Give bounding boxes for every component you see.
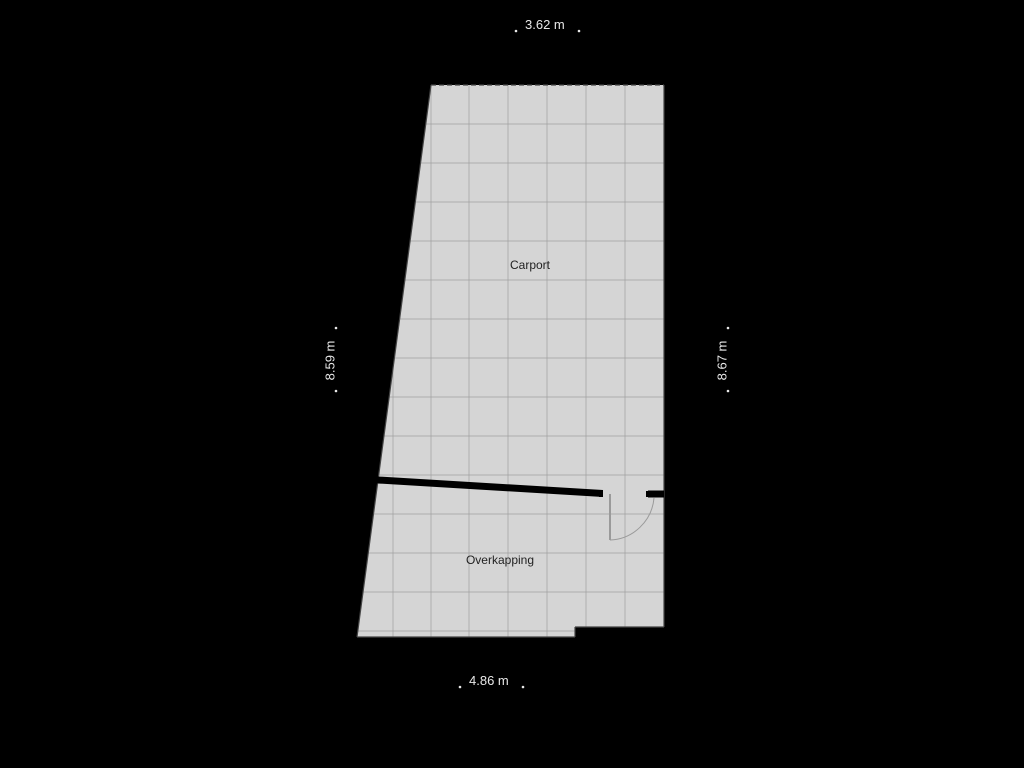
floorplan-svg xyxy=(0,0,1024,768)
dim-bottom: 4.86 m xyxy=(469,673,509,688)
dim-left: 8.59 m xyxy=(322,341,337,381)
dim-top: 3.62 m xyxy=(525,17,565,32)
room-label-carport: Carport xyxy=(510,258,550,272)
floorplan-stage: { "canvas": { "width": 1024, "height": 7… xyxy=(0,0,1024,768)
dim-right: 8.67 m xyxy=(714,341,729,381)
room-label-overkapping: Overkapping xyxy=(466,553,534,567)
